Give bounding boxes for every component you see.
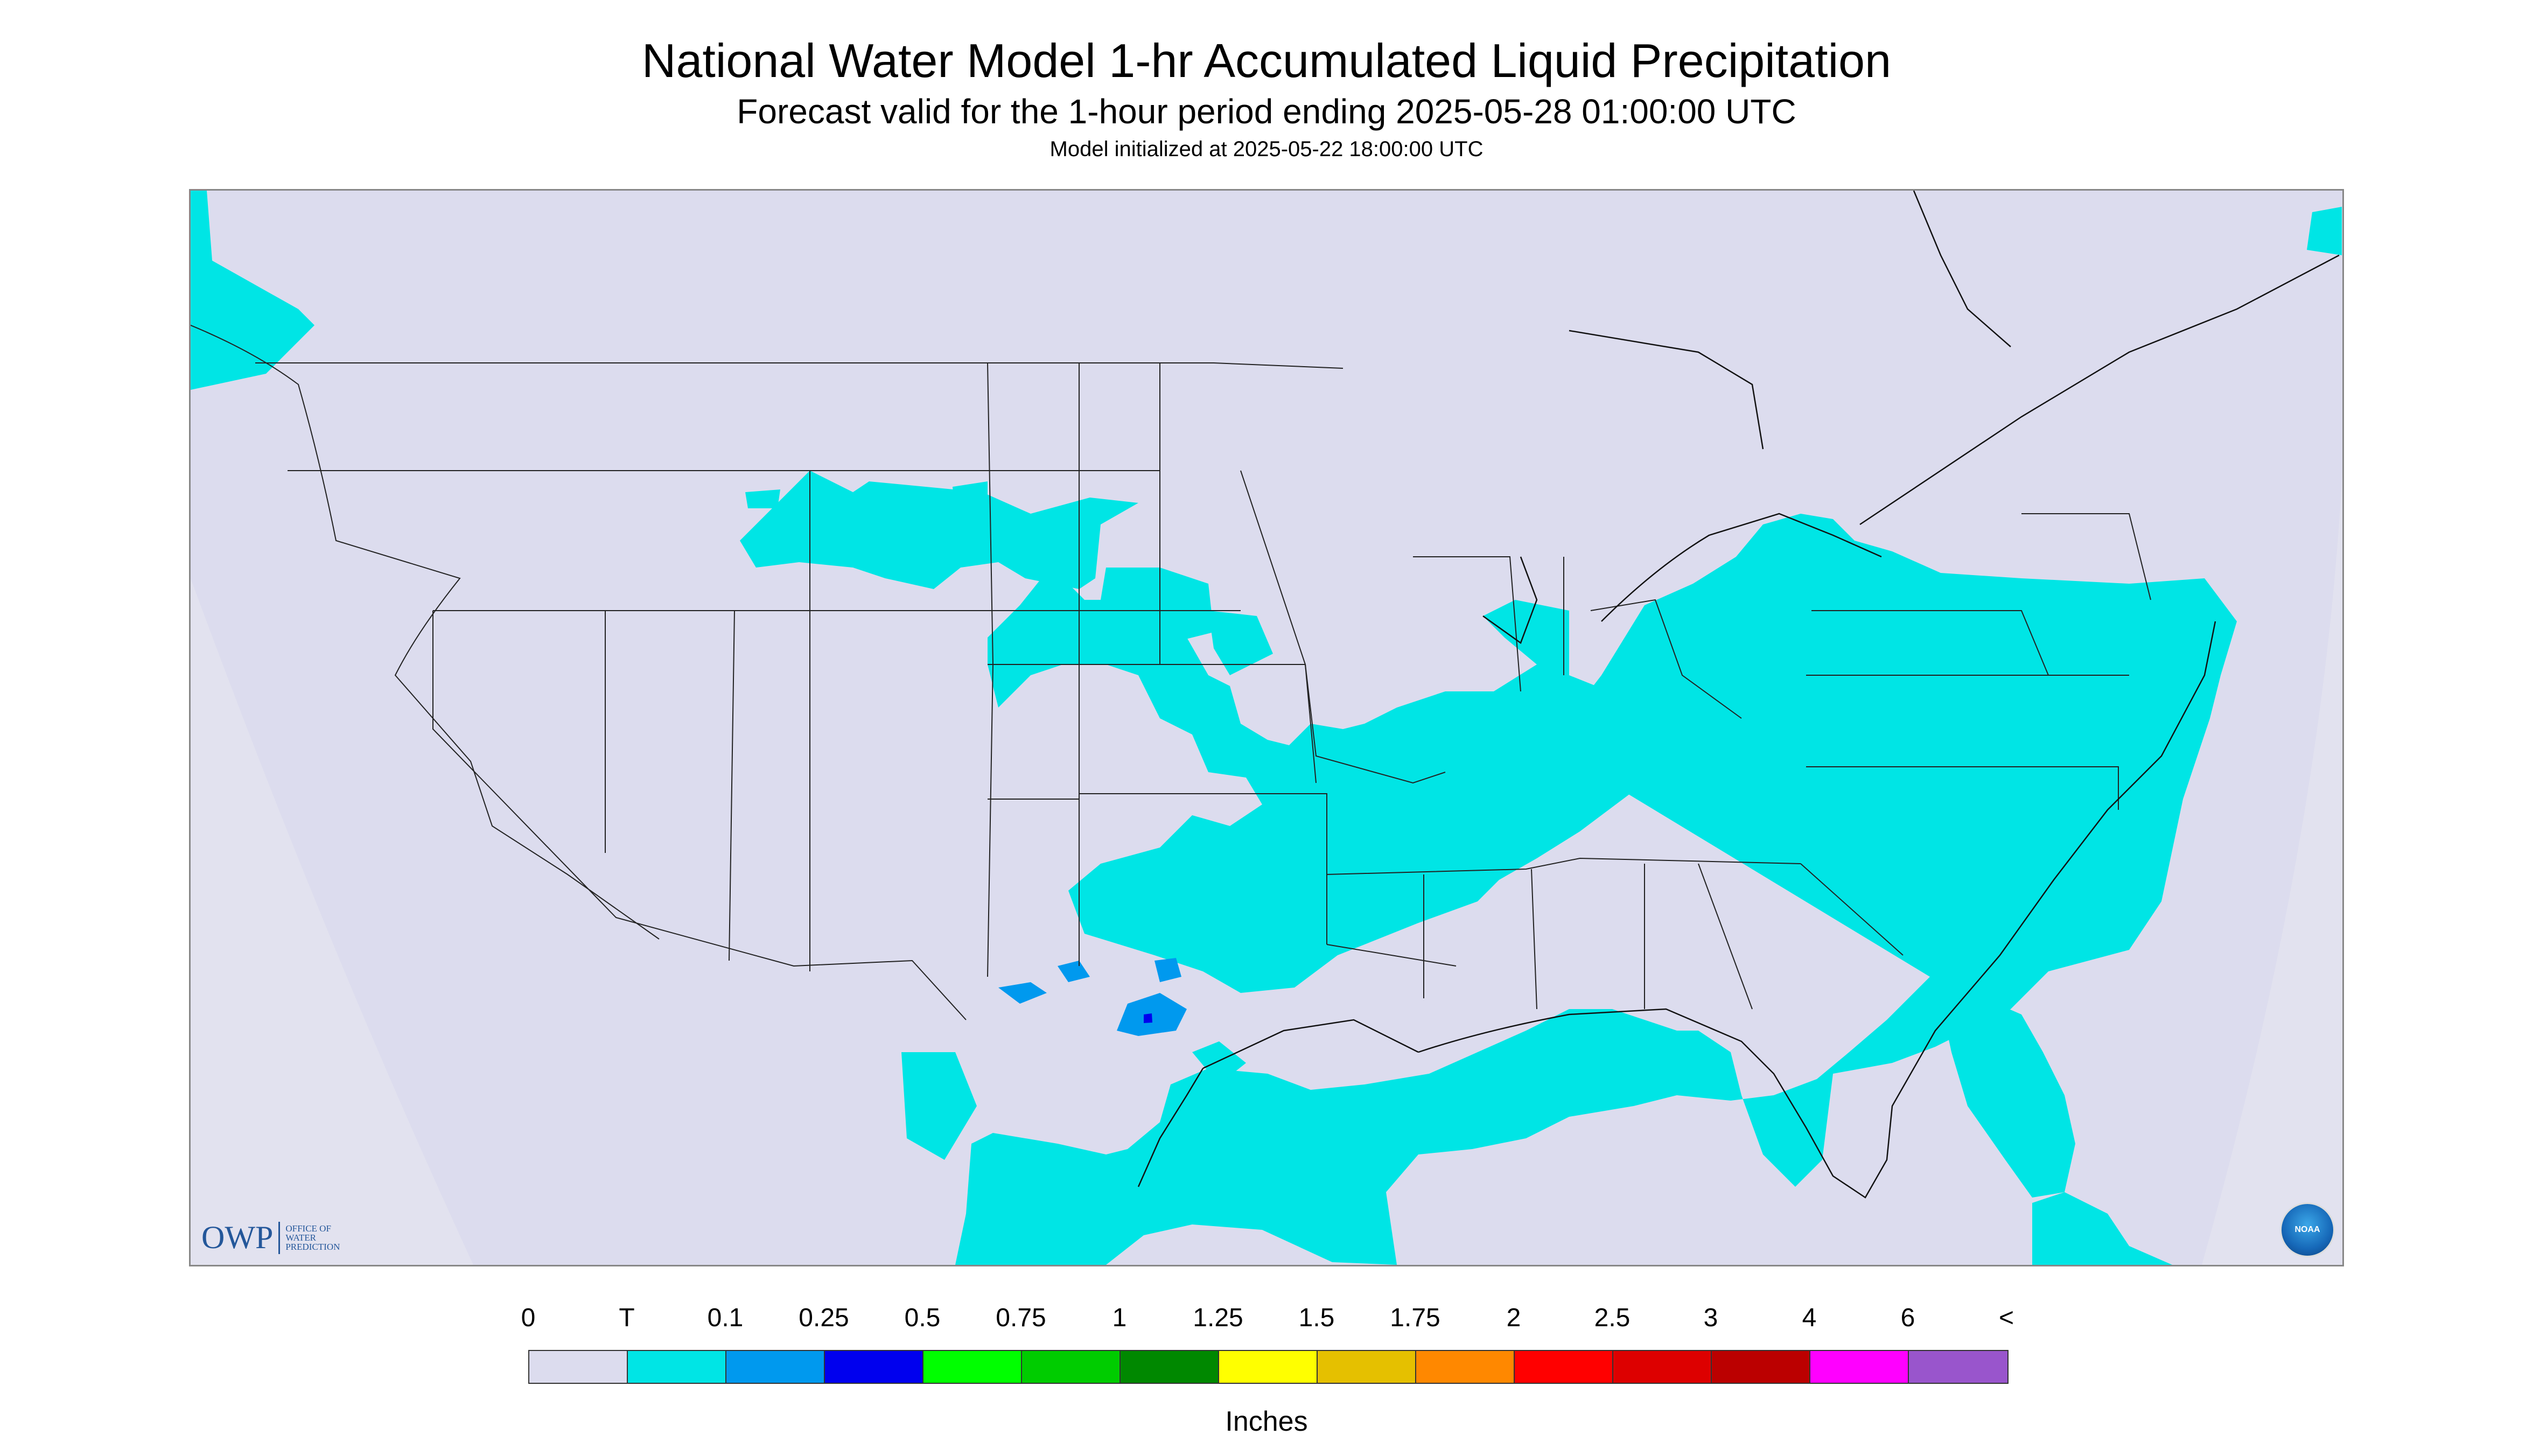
legend-label-2: 0.1 — [707, 1304, 744, 1332]
legend-swatch-9 — [1416, 1351, 1515, 1383]
owp-logo-divider — [278, 1221, 281, 1254]
owp-logo-mark: OWP — [201, 1220, 274, 1255]
coastline — [1137, 191, 2340, 1199]
precip-trace-areas — [191, 191, 2342, 1265]
legend-label-12: 3 — [1703, 1304, 1718, 1332]
legend-swatch-14 — [1909, 1351, 2007, 1383]
legend-label-0: 0 — [521, 1304, 536, 1332]
legend-label-10: 2 — [1506, 1304, 1521, 1332]
legend-units-label: Inches — [1225, 1406, 1308, 1437]
noaa-logo-text: NOAA — [2294, 1225, 2320, 1234]
legend-label-14: 6 — [1900, 1304, 1915, 1332]
legend-label-1: T — [619, 1304, 635, 1332]
outside-domain-left — [191, 578, 473, 1265]
legend-swatch-0 — [529, 1351, 628, 1383]
legend-label-7: 1.25 — [1193, 1304, 1243, 1332]
legend-label-6: 1 — [1112, 1304, 1127, 1332]
legend-label-13: 4 — [1802, 1304, 1817, 1332]
legend-swatch-10 — [1515, 1351, 1613, 1383]
legend-colorbar — [528, 1350, 2009, 1384]
precip-medium-areas — [1144, 1013, 1152, 1023]
state-boundaries — [191, 325, 2151, 1020]
legend-swatch-13 — [1810, 1351, 1909, 1383]
legend-label-5: 0.75 — [996, 1304, 1046, 1332]
legend-swatch-12 — [1712, 1351, 1810, 1383]
legend-swatch-3 — [825, 1351, 923, 1383]
legend-label-8: 1.5 — [1298, 1304, 1335, 1332]
precip-light-areas — [998, 958, 1187, 1036]
precipitation-map: OWP OFFICE OF WATER PREDICTION NOAA — [189, 189, 2344, 1266]
legend-swatch-6 — [1121, 1351, 1219, 1383]
legend-swatch-1 — [628, 1351, 726, 1383]
legend-swatch-7 — [1219, 1351, 1318, 1383]
noaa-logo: NOAA — [2280, 1202, 2335, 1257]
owp-logo: OWP OFFICE OF WATER PREDICTION — [201, 1219, 345, 1256]
map-subtitle: Forecast valid for the 1-hour period end… — [737, 92, 1796, 131]
legend-swatch-8 — [1318, 1351, 1416, 1383]
owp-logo-text: OFFICE OF WATER PREDICTION — [285, 1223, 340, 1252]
map-title: National Water Model 1-hr Accumulated Li… — [641, 34, 1892, 87]
legend-label-3: 0.25 — [799, 1304, 849, 1332]
legend-labels: 0 T 0.1 0.25 0.5 0.75 1 1.25 1.5 1.75 2 2.5 3 4 6 < — [0, 1303, 2533, 1335]
legend-swatch-2 — [726, 1351, 825, 1383]
legend-swatch-5 — [1022, 1351, 1121, 1383]
legend-label-11: 2.5 — [1594, 1304, 1631, 1332]
legend-swatch-4 — [923, 1351, 1022, 1383]
map-canvas — [191, 191, 2342, 1265]
legend-label-4: 0.5 — [904, 1304, 941, 1332]
legend-label-15: < — [1998, 1304, 2014, 1332]
legend-label-9: 1.75 — [1390, 1304, 1440, 1332]
outside-domain-right — [2202, 471, 2342, 1265]
legend-swatch-11 — [1613, 1351, 1712, 1383]
model-init-text: Model initialized at 2025-05-22 18:00:00… — [1049, 137, 1484, 161]
